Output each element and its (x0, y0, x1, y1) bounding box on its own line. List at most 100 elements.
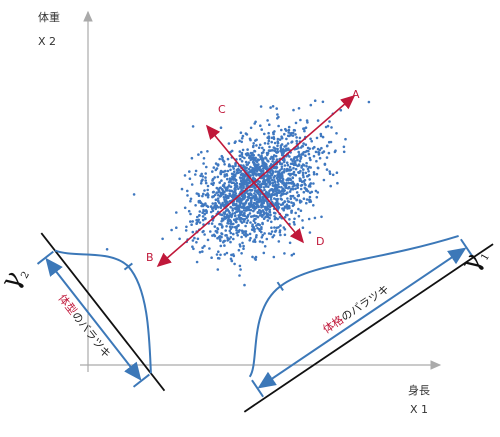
scatter-dot (251, 145, 255, 149)
scatter-dot (201, 218, 205, 222)
scatter-dot (252, 169, 255, 173)
scatter-dot (287, 134, 291, 138)
scatter-dot (245, 181, 249, 185)
scatter-dot (184, 229, 188, 232)
scatter-dot (276, 113, 279, 116)
scatter-dot (297, 214, 301, 218)
scatter-dot (266, 215, 270, 219)
scatter-dot (266, 177, 270, 180)
scatter-dot (202, 162, 205, 165)
scatter-dot (239, 220, 243, 223)
scatter-dot (222, 191, 225, 195)
scatter-dot (271, 160, 274, 163)
scatter-dot (186, 194, 189, 197)
scatter-dot (216, 163, 219, 167)
scatter-dot (244, 230, 248, 233)
scatter-dot (261, 221, 264, 225)
scatter-dot (279, 194, 283, 197)
scatter-dot (254, 217, 257, 221)
scatter-dot (240, 160, 244, 163)
scatter-dot (242, 209, 246, 212)
scatter-dot (285, 144, 288, 147)
scatter-dot (302, 142, 305, 145)
scatter-dot (256, 166, 260, 169)
scatter-dot (327, 151, 331, 155)
scatter-dot (286, 142, 290, 145)
scatter-dot (300, 183, 304, 187)
scatter-dot (241, 217, 244, 221)
scatter-dot (239, 177, 242, 180)
scatter-dot (194, 204, 197, 207)
scatter-dot (302, 197, 306, 200)
scatter-dot (240, 206, 244, 209)
scatter-dot (292, 252, 296, 256)
scatter-dot (308, 147, 312, 150)
scatter-dot (215, 204, 219, 208)
scatter-dot (247, 179, 251, 182)
scatter-dot (191, 230, 195, 234)
scatter-dot (261, 240, 264, 244)
scatter-dot (273, 130, 276, 133)
scatter-dot (310, 139, 314, 143)
scatter-dot (223, 186, 226, 189)
scatter-dot (233, 141, 237, 144)
scatter-dot (218, 157, 221, 161)
scatter-dot (183, 174, 187, 177)
scatter-dot (203, 233, 206, 236)
scatter-dot (277, 240, 281, 243)
scatter-dot (105, 248, 109, 251)
scatter-dot (275, 107, 279, 110)
scatter-dot (233, 262, 236, 266)
scatter-dot (216, 197, 220, 200)
scatter-dot (284, 213, 288, 217)
scatter-dot (283, 228, 287, 231)
scatter-dot (276, 147, 279, 151)
label-a: A (352, 88, 360, 101)
scatter-dot (212, 181, 215, 185)
scatter-dot (294, 211, 298, 215)
scatter-dot (263, 232, 266, 235)
scatter-dot (328, 120, 331, 123)
scatter-dot (242, 194, 245, 198)
scatter-dot (291, 159, 295, 163)
scatter-dot (292, 220, 296, 224)
scatter-dot (330, 126, 333, 129)
scatter-dot (227, 216, 230, 219)
scatter-dot (307, 217, 311, 221)
scatter-dot (201, 175, 205, 178)
scatter-dot (314, 150, 318, 154)
scatter-dot (216, 227, 219, 230)
scatter-dot (264, 162, 267, 165)
arrow-cd (205, 124, 305, 244)
scatter-dot (249, 169, 253, 172)
scatter-dot (292, 162, 295, 165)
scatter-dot (298, 136, 302, 140)
scatter-dot (302, 168, 305, 171)
scatter-dot (273, 226, 276, 229)
scatter-dot (276, 217, 280, 221)
scatter-dot (312, 172, 316, 176)
scatter-dot (244, 160, 248, 164)
scatter-dot (226, 200, 229, 204)
scatter-dot (255, 144, 258, 147)
scatter-dot (235, 202, 238, 206)
scatter-dot (223, 163, 226, 166)
scatter-dot (248, 137, 252, 141)
scatter-dot (225, 196, 229, 200)
scatter-dot (280, 143, 284, 146)
scatter-dot (205, 211, 208, 215)
scatter-dot (245, 221, 249, 225)
scatter-dot (223, 216, 227, 220)
scatter-dot (315, 195, 319, 199)
scatter-dot (295, 139, 299, 143)
scatter-dot (214, 201, 217, 205)
scatter-dot (217, 200, 220, 203)
scatter-dot (204, 217, 207, 221)
scatter-dot (290, 211, 293, 214)
scatter-dot (220, 154, 224, 158)
scatter-dot (234, 186, 238, 189)
scatter-dot (273, 166, 276, 170)
scatter-dot (270, 140, 274, 144)
scatter-dot (328, 170, 332, 173)
scatter-dot (299, 169, 302, 173)
